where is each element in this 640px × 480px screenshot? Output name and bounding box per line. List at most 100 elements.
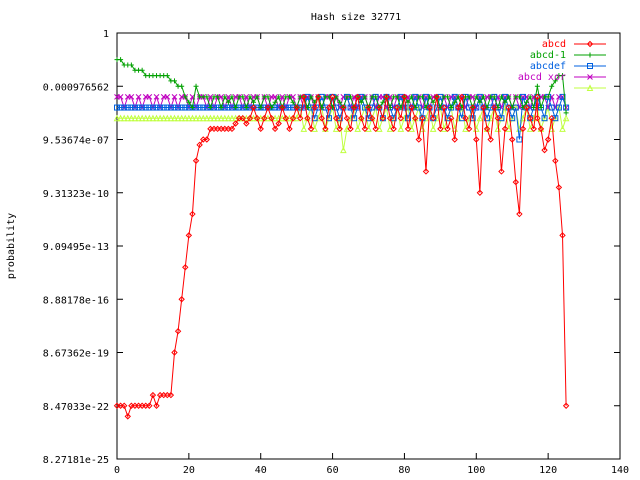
data-point <box>164 73 170 79</box>
data-point <box>146 114 153 122</box>
data-point <box>506 94 512 100</box>
data-point <box>196 104 203 111</box>
data-point <box>354 125 362 132</box>
data-point <box>164 94 171 100</box>
data-point <box>135 104 142 111</box>
data-point <box>254 94 260 100</box>
data-point <box>131 104 138 111</box>
data-point <box>225 94 232 100</box>
data-point <box>189 105 195 111</box>
data-point <box>232 120 239 127</box>
data-point <box>118 57 124 63</box>
data-point <box>207 105 213 111</box>
data-point <box>401 93 408 101</box>
data-point <box>185 232 193 239</box>
data-point <box>559 232 566 239</box>
data-point <box>300 125 308 132</box>
data-point <box>587 63 593 69</box>
data-point <box>225 104 232 111</box>
data-point <box>380 94 386 100</box>
data-point <box>483 125 491 133</box>
data-point <box>318 114 326 122</box>
data-point <box>390 104 397 111</box>
data-point <box>394 94 400 100</box>
data-point <box>387 94 393 100</box>
data-point <box>524 99 530 105</box>
data-point <box>182 264 189 271</box>
chart-title: Hash size 32771 <box>311 12 401 23</box>
data-point <box>541 115 548 122</box>
y-tick-label: 1 <box>103 29 109 40</box>
data-point <box>563 110 569 116</box>
data-point <box>153 104 160 111</box>
data-point <box>128 114 135 122</box>
data-point <box>290 94 296 100</box>
data-point <box>337 99 343 105</box>
data-point <box>239 114 246 122</box>
data-point <box>523 104 530 111</box>
data-point <box>501 125 509 133</box>
data-point <box>121 104 128 111</box>
data-point <box>304 114 311 122</box>
data-point <box>257 125 264 133</box>
data-point <box>538 105 544 111</box>
data-point <box>189 114 196 122</box>
data-point <box>135 114 142 122</box>
data-point <box>243 105 249 111</box>
data-point <box>272 99 278 105</box>
x-tick-label: 20 <box>183 465 195 476</box>
data-point <box>311 115 318 122</box>
data-point <box>311 104 318 111</box>
data-point <box>455 104 462 111</box>
data-point <box>199 114 207 122</box>
legend-label: abcd <box>542 39 566 50</box>
data-point <box>153 94 160 100</box>
data-point <box>405 115 412 122</box>
data-point <box>196 141 203 149</box>
data-point <box>279 104 286 111</box>
data-point <box>549 83 555 89</box>
data-point <box>149 114 157 122</box>
data-point <box>419 125 426 132</box>
data-point <box>336 115 343 122</box>
data-point <box>139 67 145 73</box>
data-point <box>380 99 386 105</box>
data-point <box>562 402 570 409</box>
data-point <box>124 104 131 111</box>
data-point <box>163 114 171 122</box>
data-point <box>519 114 527 122</box>
data-point <box>555 184 563 191</box>
y-tick-label: 9.09495e-13 <box>43 242 109 253</box>
data-point <box>365 104 372 111</box>
data-point <box>167 391 175 399</box>
data-point <box>587 52 593 58</box>
data-point <box>491 94 497 100</box>
data-point <box>286 104 293 111</box>
y-tick-label: 8.88178e-16 <box>43 295 109 306</box>
data-point <box>433 93 440 101</box>
data-point <box>405 94 411 100</box>
data-point <box>181 114 189 122</box>
data-point <box>185 114 193 122</box>
data-point <box>160 114 168 122</box>
data-point <box>440 104 448 111</box>
data-point <box>358 99 364 105</box>
data-point <box>251 99 257 105</box>
data-point <box>476 189 484 196</box>
data-point <box>210 114 218 122</box>
data-point <box>427 94 433 100</box>
data-point <box>214 114 221 122</box>
data-point <box>351 115 358 122</box>
data-point <box>186 99 192 105</box>
data-point <box>153 402 160 409</box>
data-point <box>207 114 214 122</box>
data-point <box>182 104 189 111</box>
data-point <box>222 94 228 100</box>
data-point <box>128 94 135 100</box>
data-point <box>465 125 473 133</box>
data-point <box>444 125 451 133</box>
data-point <box>348 94 354 100</box>
data-point <box>531 105 537 111</box>
data-point <box>437 125 444 133</box>
series-line <box>117 96 567 418</box>
